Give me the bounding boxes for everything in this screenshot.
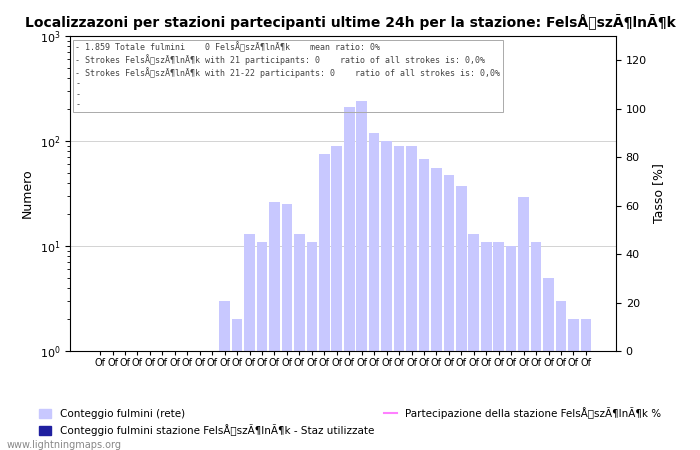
Bar (369, 133, 379, 450)
Bar (294, 234, 304, 450)
Bar (394, 146, 405, 450)
Bar (494, 242, 504, 450)
Bar (319, 154, 330, 450)
Bar (580, 320, 592, 450)
Bar (382, 141, 392, 450)
Bar (556, 301, 566, 450)
Bar (257, 242, 267, 450)
Bar (518, 198, 529, 450)
Bar (244, 234, 255, 450)
Bar (456, 186, 467, 450)
Bar (431, 168, 442, 450)
Bar (169, 351, 180, 450)
Bar (406, 146, 416, 450)
Bar (356, 101, 367, 450)
Bar (419, 158, 429, 450)
Bar (481, 242, 491, 450)
Bar (195, 351, 205, 450)
Bar (444, 176, 454, 450)
Bar (219, 301, 230, 450)
Bar (468, 234, 479, 450)
Bar (307, 242, 317, 450)
Text: - 1.859 Totale fulmini    0 FelsÅszÃ¶lnÃ¶k    mean ratio: 0%
- Strokes FelsÅsz: - 1.859 Totale fulmini 0 FelsÅszÃ¶lnÃ¶k… (76, 42, 500, 109)
Bar (543, 278, 554, 450)
Bar (207, 351, 218, 450)
Bar (531, 242, 541, 450)
Bar (568, 320, 579, 450)
Legend: Conteggio fulmini (rete), Conteggio fulmini stazione FelsÅszÃ¶lnÃ¶k - Staz util: Conteggio fulmini (rete), Conteggio fulm… (34, 403, 666, 440)
Bar (270, 202, 280, 450)
Text: Localizzazoni per stazioni partecipanti ultime 24h per la stazione: FelsÅszÃ¶ln: Localizzazoni per stazioni partecipanti … (25, 14, 676, 30)
Bar (145, 351, 155, 450)
Bar (344, 107, 354, 450)
Bar (120, 351, 130, 450)
Y-axis label: Tasso [%]: Tasso [%] (652, 163, 666, 224)
Bar (506, 246, 517, 450)
Y-axis label: Numero: Numero (21, 169, 34, 218)
Bar (332, 146, 342, 450)
Text: www.lightningmaps.org: www.lightningmaps.org (7, 440, 122, 450)
Bar (182, 351, 192, 450)
Bar (232, 320, 242, 450)
Bar (107, 351, 118, 450)
Bar (132, 351, 143, 450)
Bar (157, 351, 168, 450)
Bar (94, 351, 106, 450)
Bar (281, 204, 292, 450)
